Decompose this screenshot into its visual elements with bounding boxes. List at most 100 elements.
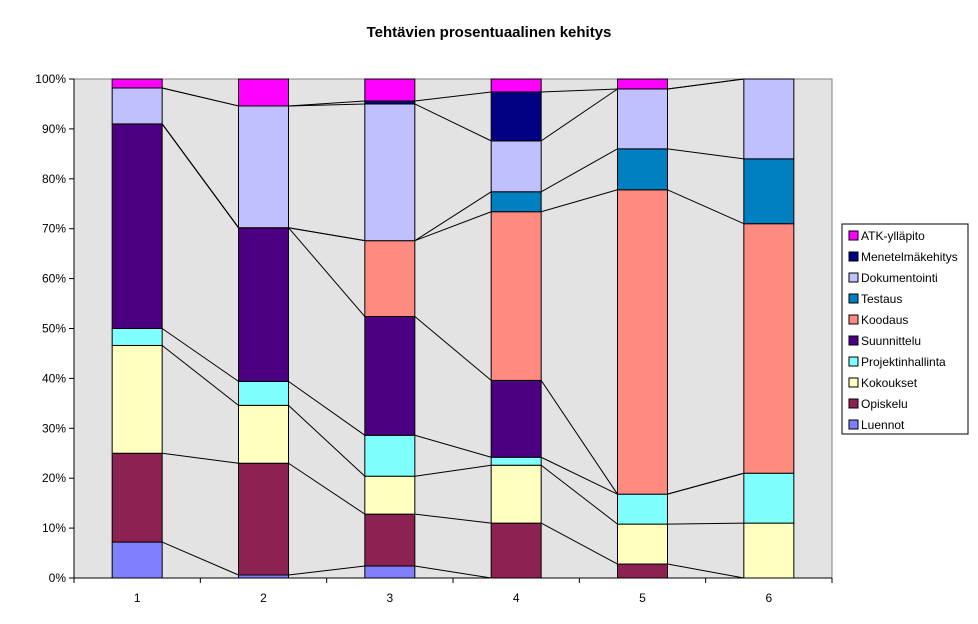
bar-segment-projektinhallinta-1 (111, 328, 163, 346)
y-tick-label: 90% (42, 122, 66, 136)
series-line-2-3 (414, 464, 492, 477)
y-tick-label: 0% (49, 571, 67, 585)
bar-segment-atk-ylläpito-1 (111, 78, 163, 89)
legend-label: Suunnittelu (861, 334, 921, 348)
bar-segment-testaus-6 (743, 158, 795, 225)
series-line-2-1 (414, 565, 492, 579)
y-tick-label: 40% (42, 371, 66, 385)
series-line-0-2 (162, 452, 239, 464)
y-tick-label: 20% (42, 471, 66, 485)
bar-segment-dokumentointi-3 (364, 103, 416, 242)
legend-swatch (848, 419, 859, 430)
series-line-0-3 (161, 345, 239, 406)
series-line-0-7 (161, 123, 239, 228)
series-line-4-9 (667, 78, 744, 90)
series-line-3-3 (540, 464, 618, 525)
legend-label: Kokoukset (861, 376, 918, 390)
bar-segment-dokumentointi-1 (111, 87, 163, 125)
bar-segment-suunnittelu-3 (364, 316, 416, 436)
series-line-3-9 (541, 88, 618, 93)
y-tick-label: 30% (42, 421, 66, 435)
legend-swatch (848, 314, 859, 325)
x-tick-label: 2 (260, 591, 267, 605)
bar-segment-kokoukset-2 (238, 404, 289, 464)
legend-label: Dokumentointi (861, 271, 938, 285)
bar-segment-kokoukset-4 (490, 464, 542, 524)
series-line-4-3 (667, 522, 744, 525)
series-line-3-4 (540, 456, 618, 495)
bar-segment-opiskelu-1 (111, 452, 163, 543)
y-tick-label: 100% (35, 72, 66, 86)
bar-segment-projektinhallinta-2 (238, 380, 289, 406)
series-line-2-4 (414, 434, 492, 458)
series-line-0-9 (162, 87, 239, 107)
bar-segment-koodaus-4 (490, 211, 542, 381)
bar-segment-suunnittelu-1 (111, 123, 163, 329)
bar-segment-testaus-4 (490, 191, 542, 213)
bar-segment-dokumentointi-6 (743, 78, 795, 160)
bar-segment-luennot-3 (364, 565, 416, 579)
bar-segment-opiskelu-5 (617, 563, 668, 579)
bar-segment-opiskelu-2 (238, 462, 289, 576)
y-tick-label: 70% (42, 222, 66, 236)
series-line-3-5 (540, 380, 618, 495)
bar-segment-suunnittelu-2 (238, 227, 289, 382)
series-line-4-5 (667, 472, 744, 495)
legend-label: Menetelmäkehitys (861, 250, 958, 264)
legend-swatch (848, 356, 859, 367)
bar-segment-dokumentointi-5 (617, 88, 668, 150)
series-line-4-7 (667, 148, 744, 160)
bar-segment-projektinhallinta-4 (490, 456, 542, 466)
series-line-1-7 (288, 227, 365, 242)
bar-segment-luennot-1 (111, 541, 163, 579)
series-line-3-2 (540, 522, 618, 565)
legend-swatch (848, 377, 859, 388)
bar-segment-projektinhallinta-5 (617, 493, 668, 525)
x-tick-label: 1 (134, 591, 141, 605)
bar-segment-kokoukset-1 (111, 344, 163, 454)
legend-swatch (848, 230, 859, 241)
legend-swatch (848, 335, 859, 346)
series-line-2-5 (414, 316, 492, 381)
series-line-3-6 (541, 189, 618, 213)
legend-label: Luennot (861, 418, 905, 432)
series-line-1-4 (288, 380, 366, 436)
y-tick-label: 50% (42, 322, 66, 336)
series-line-1-3 (288, 404, 366, 477)
bar-segment-dokumentointi-2 (238, 105, 289, 229)
bar-segment-kokoukset-6 (743, 522, 795, 579)
bar-segment-opiskelu-4 (490, 522, 542, 579)
bar-segment-atk-ylläpito-3 (364, 78, 416, 102)
bar-segment-kokoukset-3 (364, 475, 416, 515)
bar-segment-suunnittelu-4 (490, 379, 542, 458)
series-line-3-7 (540, 148, 618, 193)
legend-swatch (848, 398, 859, 409)
series-line-1-9 (288, 100, 365, 107)
chart-title: Tehtävien prosentuaalinen kehitys (367, 24, 612, 41)
x-tick-label: 3 (386, 591, 393, 605)
series-line-0-1 (161, 541, 239, 576)
legend-label: Projektinhallinta (861, 355, 946, 369)
bar-segment-koodaus-3 (364, 240, 416, 318)
bar-segment-dokumentointi-4 (490, 140, 542, 193)
bar-segment-kokoukset-5 (617, 523, 668, 565)
bar-segment-menetelmäkehitys-4 (490, 91, 542, 142)
series-line-1-1 (288, 565, 365, 576)
series-line-4-2 (667, 563, 744, 579)
series-line-2-7 (414, 191, 492, 242)
x-tick-label: 4 (513, 591, 520, 605)
series-line-1-5 (288, 227, 366, 317)
series-line-0-4 (161, 328, 239, 382)
legend-label: Testaus (861, 292, 902, 306)
bar-segment-koodaus-6 (743, 223, 795, 474)
legend: ATK-ylläpito Menetelmäkehitys Dokumentoint… (841, 223, 969, 435)
legend-label: ATK-ylläpito (861, 229, 925, 243)
legend-box (841, 223, 969, 435)
series-line-1-2 (288, 462, 366, 515)
series-line-3-8 (540, 88, 618, 142)
legend-label: Opiskelu (861, 397, 908, 411)
bar-segment-atk-ylläpito-5 (617, 78, 668, 90)
legend-swatch (848, 272, 859, 283)
x-tick-label: 5 (639, 591, 646, 605)
